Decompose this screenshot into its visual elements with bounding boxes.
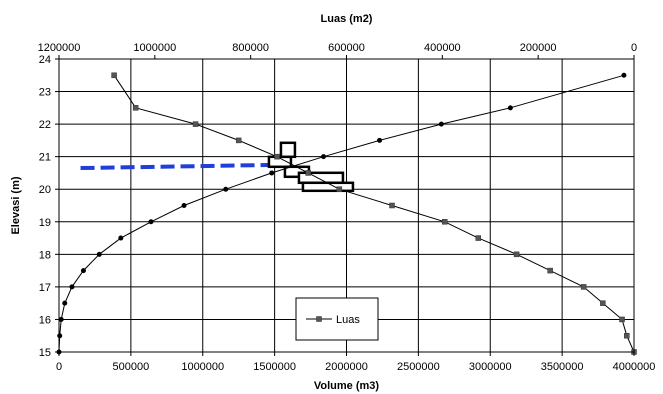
volume-data-point xyxy=(96,251,102,257)
y-tick-label: 18 xyxy=(39,249,51,261)
volume-data-point xyxy=(181,203,187,208)
area-data-point xyxy=(624,332,630,339)
y-tick-label: 19 xyxy=(39,217,51,229)
y-tick-label: 20 xyxy=(39,184,51,196)
legend: Luas xyxy=(295,297,379,341)
volume-data-point xyxy=(507,105,513,111)
dam-sketch-block xyxy=(301,181,355,193)
dam-sketch-icon xyxy=(267,141,355,193)
series-layer xyxy=(56,72,637,355)
volume-data-point xyxy=(80,268,86,274)
bottom-tick-label: 4000000 xyxy=(613,361,656,373)
legend-marker-square xyxy=(316,316,322,322)
axis-titles: Luas (m2) Volume (m3) Elevasi (m) xyxy=(10,13,379,392)
dam-sketch-block xyxy=(279,141,297,159)
bottom-tick-label: 3000000 xyxy=(469,361,512,373)
top-tick-label: 400000 xyxy=(424,42,461,54)
area-data-point xyxy=(274,153,280,160)
bottom-tick-label: 2000000 xyxy=(325,361,368,373)
top-tick-label: 1000000 xyxy=(133,42,176,54)
area-data-point xyxy=(547,267,553,274)
y-tick-label: 23 xyxy=(39,87,51,99)
grid-lines xyxy=(59,59,634,352)
top-tick-label: 1200000 xyxy=(38,42,81,54)
y-tick-label: 16 xyxy=(39,314,51,326)
area-data-point xyxy=(389,202,395,209)
top-tick-label: 0 xyxy=(631,42,637,54)
volume-data-point xyxy=(269,170,275,176)
bottom-tick-label: 0 xyxy=(56,361,62,373)
volume-data-point xyxy=(58,316,64,322)
area-data-point xyxy=(132,105,139,111)
area-data-point xyxy=(441,219,448,225)
area-data-point xyxy=(600,300,606,306)
volume-data-point xyxy=(377,137,383,143)
volume-data-point xyxy=(223,186,229,192)
area-data-point xyxy=(111,72,117,79)
bottom-tick-label: 1500000 xyxy=(253,361,296,373)
area-data-point xyxy=(619,316,625,323)
area-data-point xyxy=(580,284,587,290)
top-tick-label: 200000 xyxy=(520,42,557,54)
y-axis-title: Elevasi (m) xyxy=(10,176,22,234)
top-axis-title: Luas (m2) xyxy=(321,13,373,25)
y-tick-label: 15 xyxy=(39,347,51,359)
bottom-tick-label: 3500000 xyxy=(541,361,584,373)
y-tick-label: 22 xyxy=(39,119,51,131)
top-tick-label: 800000 xyxy=(232,42,269,54)
volume-data-point xyxy=(69,284,75,290)
y-tick-label: 24 xyxy=(39,54,51,66)
y-tick-label: 21 xyxy=(39,152,51,164)
volume-data-point xyxy=(62,300,68,306)
annotation-layer xyxy=(80,141,355,193)
volume-data-point xyxy=(321,154,326,160)
bottom-axis-title: Volume (m3) xyxy=(314,380,380,392)
volume-data-point xyxy=(148,219,154,225)
volume-data-point xyxy=(118,235,124,241)
top-tick-label: 600000 xyxy=(328,42,365,54)
tick-labels: 0 500000 1000000 1500000 2000000 2500000 30000… xyxy=(38,42,656,373)
volume-data-point xyxy=(438,121,444,127)
area-data-point xyxy=(513,251,520,258)
area-data-point xyxy=(235,137,242,144)
bottom-tick-label: 2500000 xyxy=(397,361,440,373)
area-data-point xyxy=(192,121,199,127)
area-data-point xyxy=(475,235,482,241)
reservoir-level-dashed-line xyxy=(80,162,279,171)
bottom-tick-label: 1000000 xyxy=(181,361,224,373)
volume-data-point xyxy=(621,72,627,78)
volume-data-point xyxy=(57,333,63,339)
legend-label-luas: Luas xyxy=(336,314,360,326)
y-tick-label: 17 xyxy=(39,282,51,294)
area-data-point xyxy=(336,186,343,192)
bottom-tick-label: 500000 xyxy=(113,361,150,373)
area-data-point xyxy=(305,170,311,176)
